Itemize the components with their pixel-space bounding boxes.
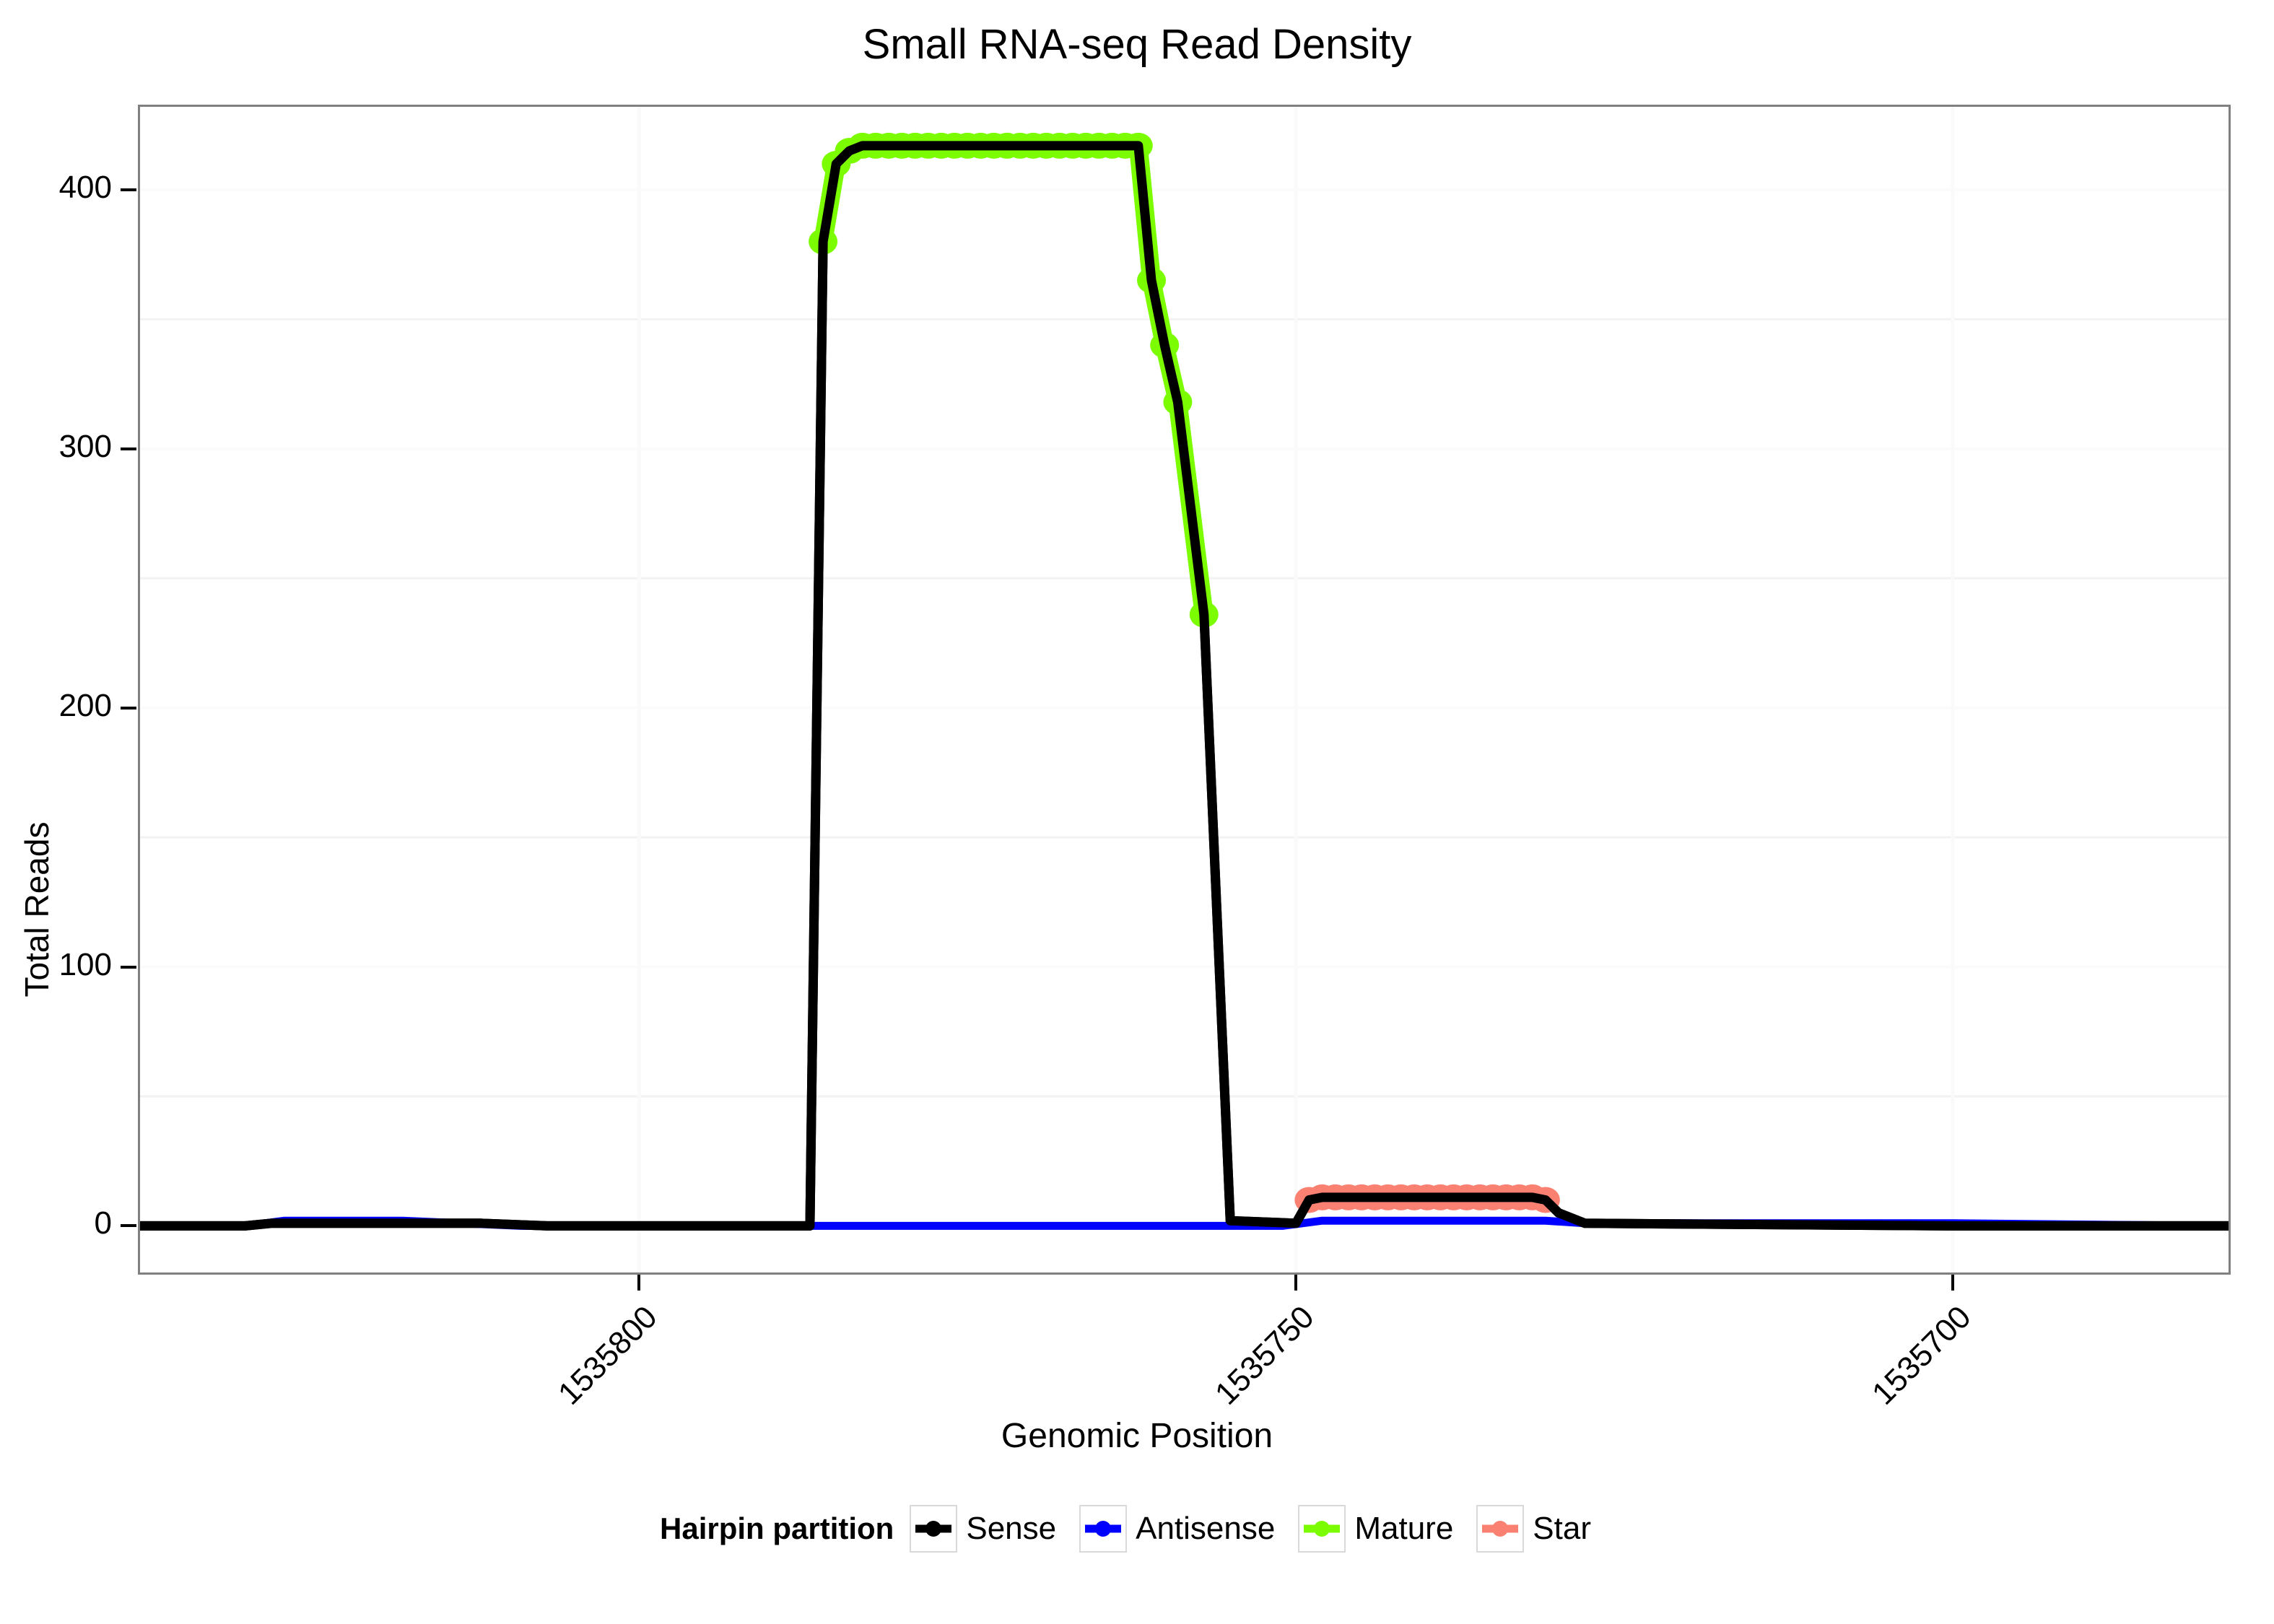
- x-tick-mark: [1951, 1275, 1954, 1291]
- legend-items: Sense Antisense Mature Star: [910, 1505, 1614, 1553]
- series-line-sense-overlay: [140, 141, 2229, 1231]
- y-axis-title-wrapper: Total Reads: [18, 520, 65, 997]
- x-axis-title: Genomic Position: [1001, 1417, 1273, 1455]
- plot-area: [140, 107, 2229, 1272]
- legend: Hairpin partition Sense Antisense Mature St…: [0, 1505, 2274, 1553]
- legend-key-mature-icon: [1298, 1505, 1346, 1553]
- gridlines: [140, 107, 2229, 1272]
- plot-panel: [138, 105, 2231, 1275]
- legend-label-star: Star: [1533, 1511, 1591, 1546]
- y-axis-title: Total Reads: [18, 821, 56, 997]
- legend-key-sense-icon: [910, 1505, 958, 1553]
- series-line-sense: [140, 141, 2229, 1231]
- chart-title: Small RNA-seq Read Density: [862, 21, 1412, 68]
- y-tick-mark: [121, 188, 136, 191]
- y-tick-label: 100: [58, 946, 112, 982]
- legend-item-sense[interactable]: Sense: [910, 1505, 1073, 1553]
- y-tick-label: 200: [58, 687, 112, 723]
- y-tick-label: 0: [94, 1205, 112, 1241]
- legend-label-mature: Mature: [1354, 1511, 1454, 1546]
- legend-item-star[interactable]: Star: [1476, 1505, 1608, 1553]
- x-tick-mark: [1294, 1275, 1298, 1291]
- legend-title: Hairpin partition: [660, 1511, 894, 1545]
- y-tick-mark: [121, 1224, 136, 1228]
- legend-item-mature[interactable]: Mature: [1298, 1505, 1471, 1553]
- legend-key-antisense-icon: [1079, 1505, 1128, 1553]
- x-tick-mark: [637, 1275, 641, 1291]
- legend-item-antisense[interactable]: Antisense: [1079, 1505, 1292, 1553]
- series-mature: [809, 132, 1219, 628]
- legend-label-sense: Sense: [966, 1511, 1057, 1546]
- y-tick-label: 300: [58, 428, 112, 464]
- y-tick-mark: [121, 706, 136, 710]
- legend-key-star-icon: [1476, 1505, 1525, 1553]
- legend-label-antisense: Antisense: [1136, 1511, 1276, 1546]
- y-tick-mark: [121, 447, 136, 450]
- y-tick-mark: [121, 965, 136, 969]
- y-tick-label: 400: [58, 169, 112, 205]
